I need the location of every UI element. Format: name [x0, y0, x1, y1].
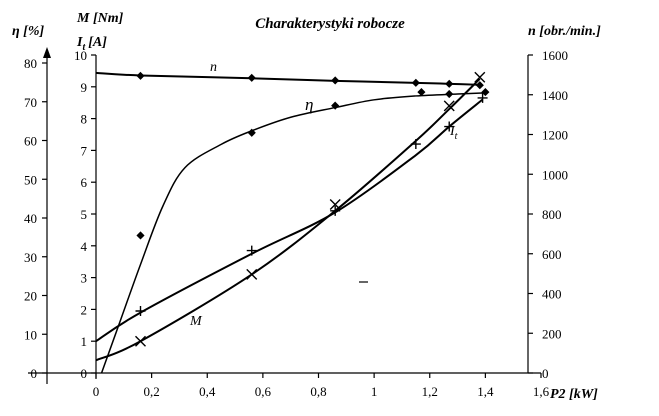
data-point-n — [136, 71, 145, 80]
n-tick-label: 1600 — [542, 48, 568, 63]
chart-title: Charakterystyki robocze — [255, 16, 405, 32]
eta-axis-arrow — [43, 47, 51, 58]
m-tick-label: 0 — [81, 366, 88, 381]
series-line-it — [95, 98, 484, 343]
n-tick-label: 200 — [542, 326, 562, 341]
data-point-eta — [136, 231, 145, 240]
series-label-n: n — [210, 60, 217, 75]
data-point-eta — [331, 101, 340, 110]
x-tick-label: 1,6 — [533, 384, 550, 399]
x-tick-label: 0,4 — [199, 384, 216, 399]
data-point-eta — [417, 87, 426, 97]
series-label-sub: t — [455, 131, 458, 142]
eta-axis-label: η [%] — [12, 24, 45, 39]
series-label-m: M — [189, 314, 203, 329]
data-point-n — [445, 79, 454, 88]
m-tick-label: 10 — [74, 48, 87, 63]
data-point-m — [135, 335, 146, 347]
series-line-n — [95, 71, 480, 86]
series-label-it: It — [449, 124, 458, 142]
m-tick-label: 8 — [81, 112, 88, 127]
eta-tick-label: 0 — [31, 366, 38, 381]
series-line-m — [95, 78, 481, 362]
m-tick-label: 9 — [81, 80, 88, 95]
n-tick-label: 1000 — [542, 167, 568, 182]
n-axis-label: n [obr./min.] — [528, 24, 601, 39]
m-tick-label: 6 — [81, 175, 88, 190]
x-axis-label: P2 [kW] — [550, 387, 598, 402]
eta-tick-label: 20 — [24, 289, 37, 304]
x-tick-label: 0 — [93, 384, 100, 399]
x-tick-label: 1,4 — [477, 384, 494, 399]
n-tick-label: 800 — [542, 207, 562, 222]
m-tick-label: 3 — [81, 271, 88, 286]
eta-tick-label: 40 — [24, 211, 37, 226]
data-point-eta — [481, 87, 490, 97]
it-axis-label: It [A] — [76, 35, 107, 53]
data-point-m — [329, 198, 341, 210]
m-tick-label: 7 — [81, 143, 88, 158]
n-tick-label: 600 — [542, 247, 562, 262]
data-point-n — [475, 81, 484, 90]
data-point-m — [474, 71, 486, 83]
x-tick-label: 1,2 — [422, 384, 438, 399]
n-tick-label: 1200 — [542, 128, 568, 143]
data-point-it — [444, 121, 455, 132]
x-tick-label: 0,8 — [310, 384, 326, 399]
m-tick-label: 1 — [81, 334, 88, 349]
m-tick-label: 2 — [81, 302, 88, 317]
m-axis-label: M [Nm] — [76, 11, 124, 26]
eta-tick-label: 30 — [24, 250, 37, 265]
series-label-eta: η — [305, 95, 313, 114]
m-tick-label: 5 — [81, 207, 88, 222]
data-point-eta — [445, 89, 454, 99]
eta-tick-label: 60 — [24, 134, 37, 149]
data-point-it — [477, 92, 488, 103]
n-tick-label: 1400 — [542, 88, 568, 103]
eta-tick-label: 80 — [24, 56, 37, 71]
series-group: n η It M — [95, 60, 490, 374]
n-tick-label: 400 — [542, 287, 562, 302]
n-tick-label: 0 — [542, 366, 549, 381]
eta-tick-label: 70 — [24, 95, 37, 110]
axes-group: 0 0,2 0,4 0,6 0,8 1 1,2 1,4 1,601020304050607080… — [24, 47, 568, 399]
x-tick-label: 1 — [371, 384, 378, 399]
m-tick-label: 4 — [81, 239, 88, 254]
data-point-m — [246, 268, 258, 280]
eta-tick-label: 10 — [24, 327, 37, 342]
data-point-it — [135, 305, 146, 316]
data-point-n — [411, 78, 420, 87]
data-point-eta — [247, 128, 256, 137]
eta-tick-label: 50 — [24, 172, 37, 187]
data-point-it — [246, 245, 257, 256]
data-point-n — [247, 73, 256, 82]
data-point-n — [331, 76, 340, 85]
x-tick-label: 0,2 — [144, 384, 160, 399]
data-point-m — [443, 100, 455, 112]
x-tick-label: 0,6 — [255, 384, 272, 399]
